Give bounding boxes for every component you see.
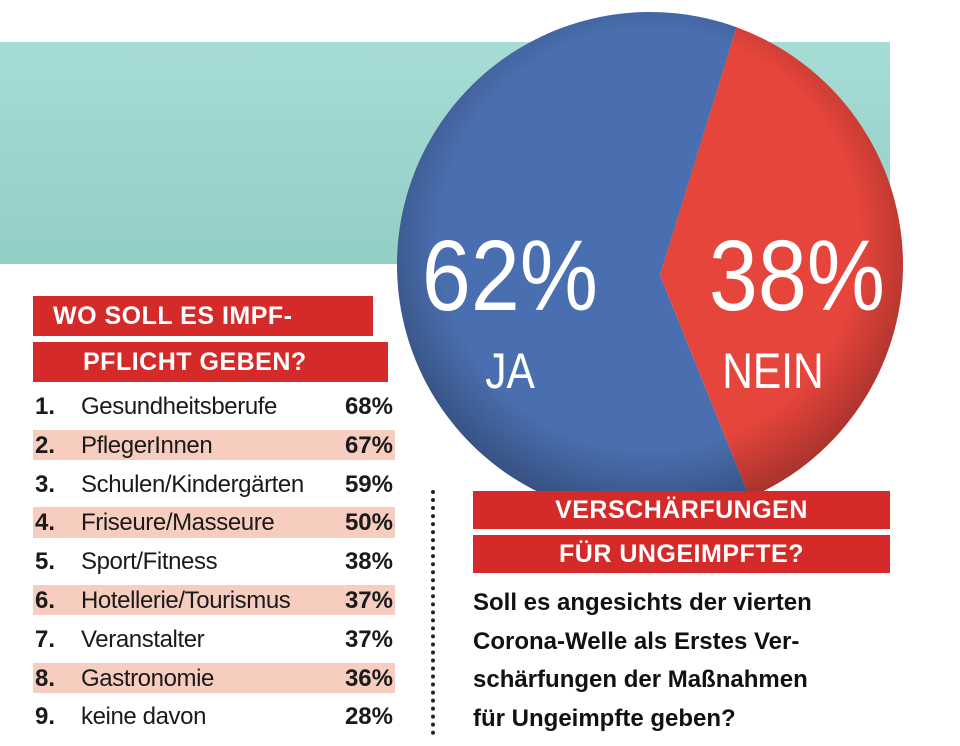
poll-question-line: Corona-Welle als Erstes Ver-	[473, 627, 800, 655]
list-item-rank: 5.	[35, 548, 56, 576]
poll-question: Soll es angesichts der vierten Corona-We…	[473, 584, 903, 738]
pie-chart: 62% JA 38% NEIN	[396, 12, 903, 500]
pie-label-ja: JA	[485, 343, 535, 399]
pie-label-nein: NEIN	[722, 343, 824, 399]
list-item: 3. Schulen/Kindergärten 59%	[33, 469, 395, 500]
list-item-percent: 59%	[344, 470, 393, 498]
list-item-rank: 8.	[35, 664, 56, 692]
list-item: 9. keine davon 28%	[33, 701, 395, 732]
ranking-list: 1. Gesundheitsberufe 68% 2. PflegerInnen 67% 3…	[33, 391, 395, 740]
list-item-rank: 1.	[35, 393, 56, 420]
list-item-label: Hotellerie/Tourismus	[81, 586, 291, 614]
list-item-percent: 38%	[344, 548, 393, 576]
list-item-percent: 37%	[344, 625, 393, 653]
list-item-percent: 37%	[344, 586, 393, 614]
list-item-rank: 9.	[35, 703, 56, 731]
list-item-rank: 7.	[35, 625, 56, 653]
list-item-rank: 6.	[35, 586, 56, 614]
list-item-percent: 36%	[344, 664, 393, 692]
list-item-label: Sport/Fitness	[81, 548, 218, 576]
list-item: 2. PflegerInnen 67%	[33, 429, 395, 461]
list-item-percent: 67%	[344, 431, 393, 459]
list-item-percent: 28%	[344, 703, 393, 731]
list-item-label: keine davon	[81, 703, 207, 731]
list-item-percent: 50%	[344, 509, 393, 537]
list-item-label: PflegerInnen	[81, 431, 213, 459]
poll-title-line2: FÜR UNGEIMPFTE?	[473, 535, 890, 573]
pie-value-nein: 38%	[709, 220, 885, 331]
pie-value-ja: 62%	[422, 220, 598, 331]
list-item-label: Schulen/Kindergärten	[81, 470, 304, 498]
list-item-rank: 3.	[35, 470, 56, 498]
poll-title-line1: VERSCHÄRFUNGEN	[473, 491, 890, 529]
ranking-title-line1: WO SOLL ES IMPF-	[33, 296, 373, 336]
poll-question-line: für Ungeimpfte geben?	[473, 704, 736, 732]
list-item-percent: 68%	[344, 393, 393, 420]
dotted-divider	[431, 490, 435, 735]
list-item-rank: 4.	[35, 509, 56, 537]
list-item: 5. Sport/Fitness 38%	[33, 546, 395, 577]
list-item: 6. Hotellerie/Tourismus 37%	[33, 584, 395, 616]
ranking-title-line2: PFLICHT GEBEN?	[33, 342, 388, 382]
list-item-label: Friseure/Masseure	[81, 509, 275, 537]
list-item: 1. Gesundheitsberufe 68%	[33, 391, 395, 422]
pie-shading	[397, 12, 903, 500]
poll-question-line: schärfungen der Maßnahmen	[473, 666, 808, 693]
poll-question-line: Soll es angesichts der vierten	[473, 589, 812, 616]
list-item-rank: 2.	[35, 431, 56, 459]
list-item: 4. Friseure/Masseure 50%	[33, 507, 395, 538]
list-item-label: Gastronomie	[81, 664, 214, 692]
list-item: 7. Veranstalter 37%	[33, 624, 395, 655]
list-item-label: Veranstalter	[81, 625, 205, 653]
list-item: 8. Gastronomie 36%	[33, 662, 395, 694]
list-item-label: Gesundheitsberufe	[81, 393, 278, 420]
